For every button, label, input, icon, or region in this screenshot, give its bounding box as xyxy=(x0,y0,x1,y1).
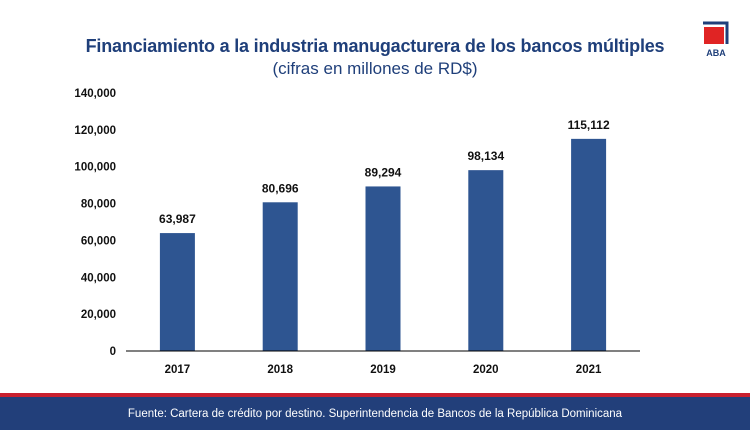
x-tick-label: 2019 xyxy=(370,364,396,376)
y-tick-label: 80,000 xyxy=(81,199,116,211)
data-label: 89,294 xyxy=(365,165,402,179)
data-label: 98,134 xyxy=(467,149,504,163)
logo-text: ABA xyxy=(706,48,726,58)
bar xyxy=(262,202,298,351)
y-tick-label: 140,000 xyxy=(74,88,116,100)
y-tick-label: 100,000 xyxy=(74,162,116,174)
bar xyxy=(365,186,401,351)
bar xyxy=(571,138,607,351)
x-tick-label: 2018 xyxy=(267,364,293,376)
data-label: 63,987 xyxy=(159,212,196,226)
source-note: Fuente: Cartera de crédito por destino. … xyxy=(127,407,623,420)
aba-logo-icon xyxy=(703,21,729,44)
chart-title: Financiamiento a la industria manugactur… xyxy=(85,36,665,56)
bar-chart: 0 20,000 40,000 60,000 80,000 100,000 120,000 1… xyxy=(74,88,640,376)
x-tick-label: 2020 xyxy=(473,364,499,376)
footer-bar: Fuente: Cartera de crédito por destino. … xyxy=(0,397,750,430)
y-tick-label: 40,000 xyxy=(81,272,116,284)
data-label: 80,696 xyxy=(262,181,299,195)
bar xyxy=(159,233,195,351)
chart-subtitle: (cifras en millones de RD$) xyxy=(272,59,478,78)
y-tick-label: 60,000 xyxy=(81,235,116,247)
bar xyxy=(468,170,504,351)
x-tick-label: 2017 xyxy=(165,364,191,376)
y-tick-label: 0 xyxy=(110,346,116,358)
aba-logo: ABA xyxy=(701,20,731,60)
x-tick-label: 2021 xyxy=(576,364,602,376)
footer-accent-line xyxy=(0,393,750,397)
y-tick-label: 20,000 xyxy=(81,309,116,321)
y-tick-label: 120,000 xyxy=(74,125,116,137)
data-label: 115,112 xyxy=(568,118,610,132)
